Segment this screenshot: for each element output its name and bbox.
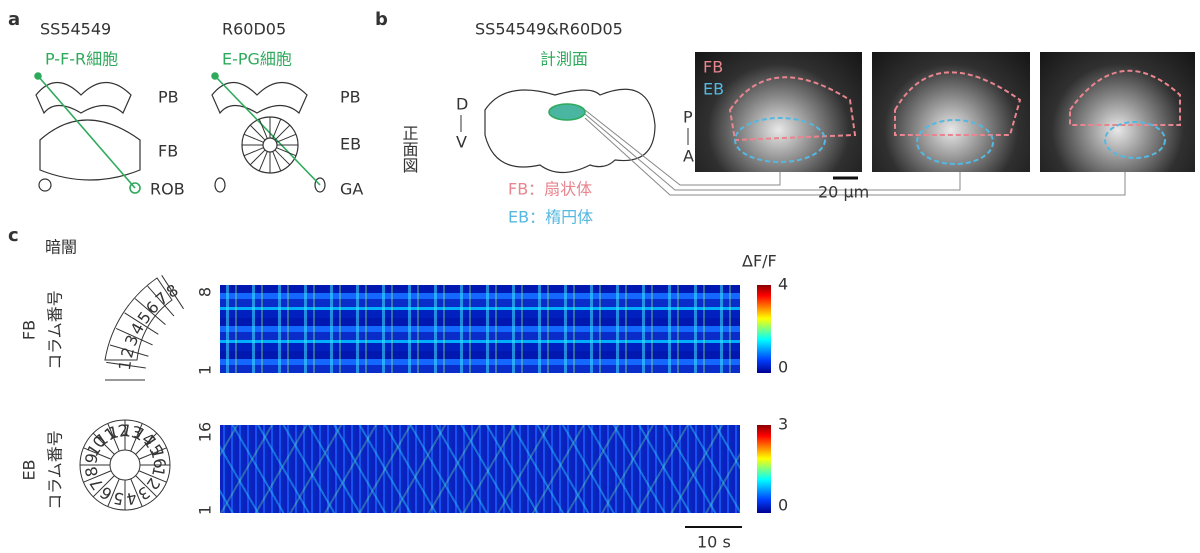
spoke [138, 470, 167, 483]
panel-label: c [8, 225, 19, 246]
divider [109, 344, 149, 357]
spoke [243, 147, 264, 157]
divider [106, 361, 146, 369]
spoke [107, 423, 120, 452]
cell-name: E-PG細胞 [222, 50, 292, 69]
spoke [258, 151, 268, 172]
column-number: 9 [81, 452, 102, 466]
panel-label: a [8, 9, 20, 30]
column-number: 1 [148, 465, 169, 479]
legend-text: FB：扇状体 [508, 180, 592, 199]
spoke [249, 124, 266, 141]
brain-image [695, 52, 862, 172]
spoke [243, 133, 264, 143]
spoke [83, 470, 112, 483]
brain-image [872, 52, 1030, 172]
row-label: 1 [196, 365, 215, 375]
spoke [83, 447, 112, 460]
fb-heatmap [220, 285, 740, 373]
brain-image [1040, 52, 1195, 172]
axis-label: V [456, 133, 467, 152]
region-outline [728, 69, 1181, 165]
spoke [272, 151, 282, 172]
time-scale: 10 s [697, 533, 731, 552]
connector [584, 109, 1126, 196]
region: FB [158, 142, 178, 161]
column-number: 13 [120, 420, 144, 443]
legend-text: EB：楕円体 [508, 208, 593, 227]
region: ROB [150, 180, 185, 199]
spoke [92, 475, 115, 498]
image-label: EB [703, 80, 724, 99]
divider [124, 312, 159, 335]
row-label: 8 [196, 287, 215, 297]
column-number: 12 [107, 420, 131, 443]
axis-label: D [456, 95, 468, 114]
view-label: 正面図 [400, 125, 419, 173]
spoke [135, 432, 158, 455]
divider [161, 275, 184, 310]
column-number: 4 [125, 488, 139, 509]
fb-column-diagram [104, 277, 173, 361]
scale-label: 20 μm [818, 183, 869, 202]
spoke [138, 447, 167, 460]
panel-label: b [375, 9, 388, 30]
region: PB [340, 88, 361, 107]
neuron-path [34, 72, 586, 194]
column-number: 5 [112, 488, 126, 509]
spoke [274, 149, 291, 166]
line-name: SS54549 [40, 20, 111, 39]
region: GA [340, 180, 363, 199]
divider [134, 298, 166, 326]
line-name: R60D05 [222, 20, 286, 39]
column-number: 8 [81, 465, 102, 479]
region: FB [20, 320, 39, 340]
condition: 暗闇 [45, 238, 77, 257]
divider [115, 327, 153, 346]
cell-name: P-F-R細胞 [45, 50, 118, 69]
axis-label: A [683, 147, 694, 166]
colorbar-label: 4 [778, 275, 788, 294]
image-label: FB [703, 58, 723, 77]
spoke [272, 118, 282, 139]
axis-title: コラム番号 [46, 430, 65, 510]
eb-heatmap [220, 425, 740, 513]
spoke [135, 475, 158, 498]
eb-colorbar [757, 425, 771, 513]
spoke [92, 432, 115, 455]
axis-label: P [683, 108, 693, 127]
spoke [276, 133, 297, 143]
colorbar-label: 3 [778, 415, 788, 434]
row-label: 16 [196, 422, 215, 442]
column-number: 16 [147, 447, 170, 471]
row-label: 1 [196, 505, 215, 515]
colorbar-label: 0 [778, 496, 788, 515]
spoke [249, 149, 266, 166]
spoke [258, 118, 268, 139]
spoke [274, 124, 291, 141]
region: EB [340, 135, 361, 154]
spoke [107, 478, 120, 507]
colorbar-label: 0 [778, 358, 788, 377]
plane-label: 計測面 [540, 50, 588, 69]
region: PB [158, 88, 179, 107]
axis-title: コラム番号 [46, 290, 65, 370]
line-name: SS54549&R60D05 [475, 20, 623, 39]
divider [147, 285, 175, 317]
region: EB [20, 459, 39, 480]
colorbar-title: ΔF/F [742, 252, 777, 271]
spoke [276, 147, 297, 157]
spoke [130, 423, 143, 452]
fb-colorbar [757, 285, 771, 373]
spoke [130, 478, 143, 507]
